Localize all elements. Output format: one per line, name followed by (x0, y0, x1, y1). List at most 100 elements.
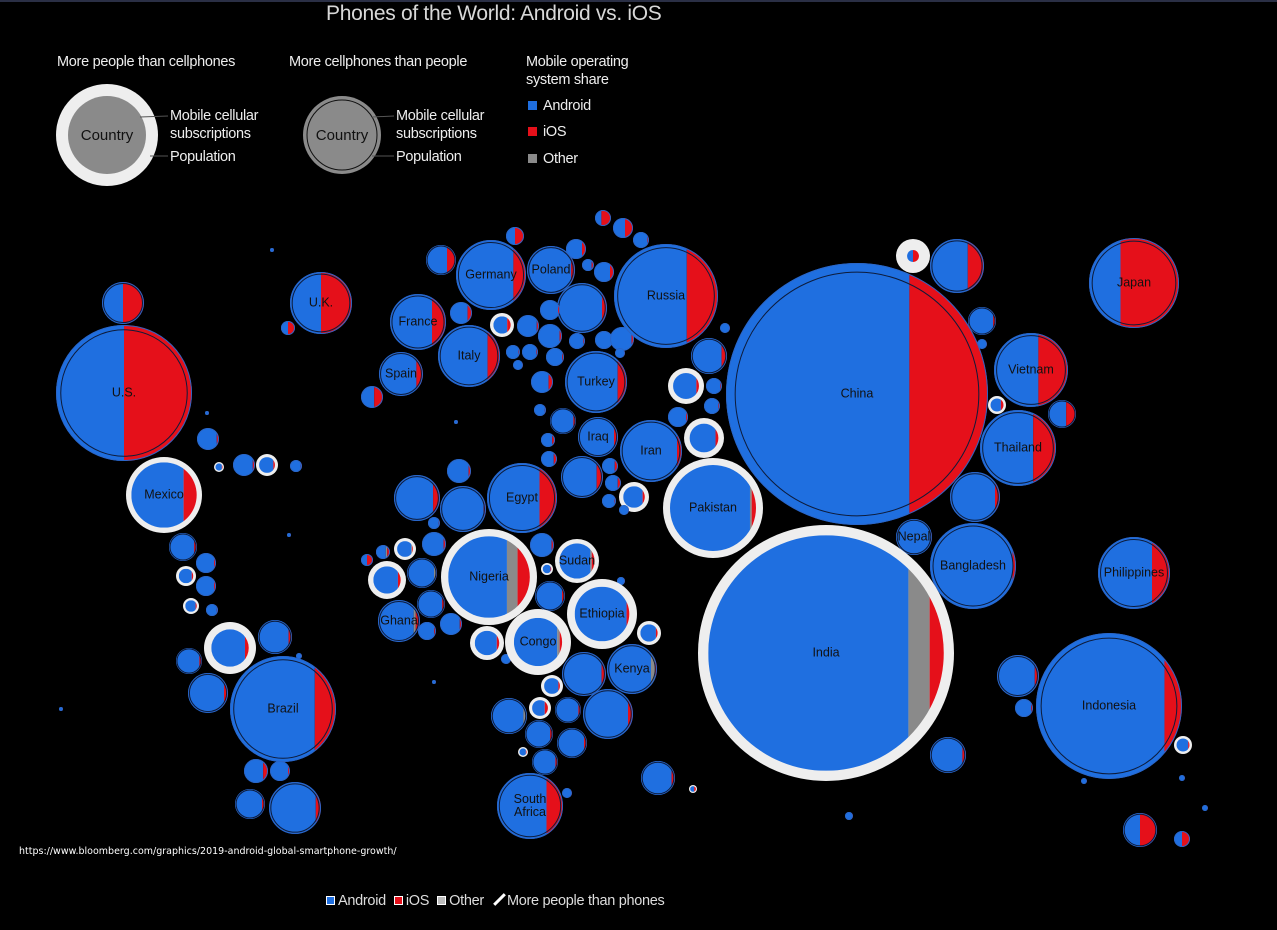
android-share (720, 323, 729, 333)
ios-share (751, 465, 756, 551)
ios-share (614, 458, 618, 474)
population-outline (528, 247, 574, 293)
country-bubble-brazil: Brazil (230, 656, 336, 762)
country-bubble (376, 545, 390, 559)
country-bubble (615, 348, 625, 358)
country-bubble (258, 620, 292, 654)
android-share (559, 543, 591, 579)
population-outline (169, 533, 197, 561)
country-bubble-bangladesh: Bangladesh (930, 523, 1016, 609)
android-share (907, 250, 913, 262)
other-label: Other (449, 892, 484, 909)
country-bubble (417, 590, 445, 618)
subscriptions-outline (615, 348, 625, 358)
country-bubble (1179, 775, 1185, 781)
legend-other: Other (528, 150, 578, 168)
country-bubble (531, 371, 553, 393)
country-bubble (183, 598, 199, 614)
population-outline (930, 737, 966, 773)
population-outline (532, 749, 558, 775)
population-outline (426, 245, 456, 275)
country-label: Brazil (267, 701, 298, 715)
country-bubble (845, 812, 853, 820)
country-bubble (394, 538, 416, 560)
android-share (519, 748, 526, 756)
country-bubble (256, 454, 278, 476)
population-outline (734, 271, 980, 517)
subscriptions-outline (235, 789, 265, 819)
android-share (1176, 738, 1189, 752)
ios-share (221, 463, 223, 471)
country-bubble (270, 248, 274, 252)
population-outline (457, 241, 525, 309)
country-label: India (812, 645, 839, 659)
subscriptions-outline (390, 294, 446, 350)
country-bubble (1081, 778, 1087, 784)
population-outline (380, 353, 422, 395)
population-outline (439, 326, 499, 386)
android-share (542, 564, 551, 574)
country-label: Nepal (898, 529, 931, 543)
legend-heading: More cellphones than people (289, 54, 468, 70)
android-share (426, 245, 447, 275)
subscriptions-outline (290, 272, 352, 334)
country-bubble (704, 398, 720, 414)
country-bubble (361, 386, 383, 408)
ios-share (617, 475, 621, 491)
country-bubble-japan: Japan (1089, 238, 1179, 328)
subscriptions-outline (59, 707, 63, 711)
country-bubble-sudan: Sudan (555, 539, 599, 583)
country-label: Kenya (614, 661, 649, 675)
subscriptions-outline (513, 360, 523, 370)
android-share (1089, 238, 1121, 328)
subscriptions-outline (534, 404, 546, 416)
ios-share (721, 338, 727, 374)
android-share (506, 345, 519, 359)
subscriptions-outline (535, 581, 565, 611)
country-bubble-nepal: Nepal (896, 519, 932, 555)
country-label: Italy (458, 348, 482, 362)
ios-share (553, 451, 557, 467)
android-share (550, 408, 574, 434)
country-bubble (1174, 831, 1190, 847)
android-share (617, 577, 625, 585)
ios-share (602, 283, 607, 333)
ios-share (913, 250, 919, 262)
country-bubble (270, 761, 290, 781)
ios-share (552, 433, 555, 447)
subscriptions-outline (188, 673, 228, 713)
other-share (413, 600, 416, 642)
ios-share (536, 315, 539, 337)
android-share (557, 728, 584, 758)
subscriptions-outline (633, 232, 649, 248)
country-label: Turkey (577, 374, 615, 388)
subscriptions-outline (418, 622, 436, 640)
subscriptions-outline (613, 218, 633, 238)
android-share (555, 697, 579, 723)
country-bubble (176, 566, 196, 586)
country-bubble (197, 428, 219, 450)
android-share (188, 673, 224, 713)
country-bubble (538, 324, 562, 348)
subscriptions-outline (602, 458, 618, 474)
ios-share (539, 463, 557, 533)
country-label: Thailand (994, 440, 1042, 454)
country-bubble (407, 558, 437, 588)
country-bubble-vietnam: Vietnam (994, 333, 1068, 407)
android-share (534, 404, 545, 416)
population-outline (561, 456, 603, 498)
country-label: Ethiopia (579, 606, 624, 620)
android-share (641, 761, 672, 795)
subscriptions-outline (1202, 805, 1208, 811)
ios-share (1066, 400, 1076, 428)
other-share (506, 536, 518, 618)
android-share (176, 648, 200, 674)
subscriptions-outline (561, 456, 603, 498)
android-share (562, 788, 571, 798)
country-bubble (196, 576, 216, 596)
ios-share (467, 302, 472, 324)
ios-share (224, 673, 228, 713)
legend-subscriptions-label: Mobile cellular subscriptions (170, 108, 259, 142)
android-share (930, 523, 1013, 609)
population-outline (233, 659, 333, 759)
